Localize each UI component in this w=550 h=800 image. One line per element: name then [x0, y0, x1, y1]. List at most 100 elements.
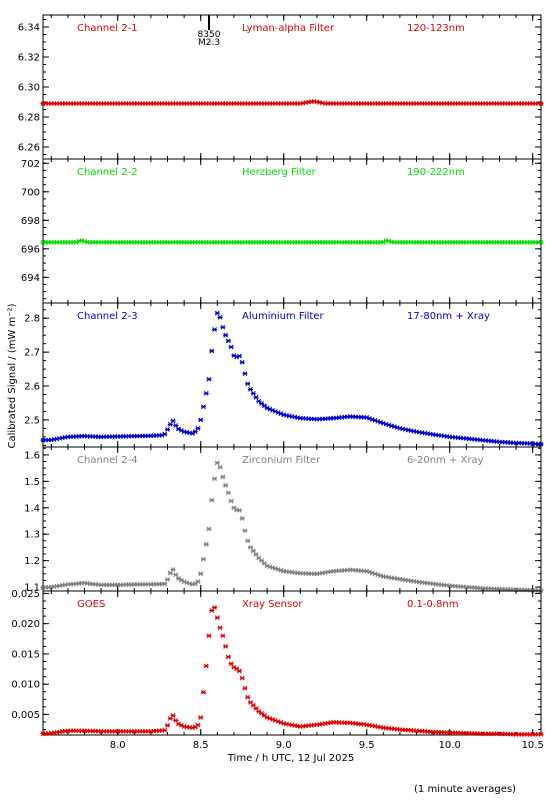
y-axis-label: Calibrated Signal / (mW m⁻²): [7, 303, 18, 448]
data-point: [203, 663, 209, 669]
data-point: [170, 713, 176, 718]
data-point: [242, 528, 248, 534]
data-point: [198, 715, 204, 720]
data-point: [165, 722, 170, 728]
y-tick-label: 698: [21, 216, 40, 227]
data-point: [173, 572, 179, 578]
y-tick-label: 6.28: [18, 113, 40, 124]
filter-label: Aluminium Filter: [242, 311, 325, 322]
data-point: [214, 310, 220, 316]
band-label: 6-20nm + Xray: [407, 455, 484, 466]
data-point: [206, 376, 212, 382]
data-point: [242, 371, 248, 376]
data-point: [236, 668, 242, 674]
data-point: [200, 689, 206, 695]
data-point: [220, 324, 226, 330]
data-point: [225, 338, 231, 344]
data-point: [167, 422, 173, 427]
data-point: [206, 633, 212, 639]
y-tick-label: 1.4: [24, 503, 40, 514]
y-tick-label: 1.1: [24, 583, 40, 594]
y-tick-label: 0.005: [11, 710, 40, 721]
panel-3: 2.5 2.6 2.7 2.8 Channel 2-3 Aluminium Filter 1…: [24, 302, 544, 448]
y-tick-label: 1.5: [24, 477, 40, 488]
x-tick-label: 9.5: [359, 740, 375, 751]
data-point: [253, 394, 259, 400]
y-tick-label: 702: [21, 159, 40, 170]
y-tick-label: 0.025: [11, 589, 40, 600]
data-point: [217, 315, 223, 320]
channel-label: Channel 2-3: [77, 311, 138, 322]
data-point: [245, 538, 251, 544]
footnote: (1 minute averages): [414, 784, 516, 795]
panel-5: 0.005 0.010 0.015 0.020 0.025 GOES Xray Sensor…: [11, 589, 544, 737]
data-point: [209, 497, 215, 503]
data-point: [170, 567, 176, 572]
panel-4: 1.1 1.2 1.3 1.4 1.5 1.6 Channel 2-4 Zirconium F…: [24, 446, 544, 594]
data-point: [236, 508, 242, 513]
data-point: [239, 515, 245, 521]
y-tick-label: 6.26: [18, 143, 40, 154]
x-tick-label: 10.0: [439, 740, 461, 751]
data-point: [162, 727, 168, 733]
y-tick-label: 2.7: [24, 348, 40, 359]
data-point: [170, 418, 176, 424]
band-label: 120-123nm: [407, 23, 465, 34]
filter-label: Herzberg Filter: [242, 167, 317, 178]
data-point: [200, 556, 206, 562]
y-tick-label: 696: [21, 244, 40, 255]
data-point: [228, 661, 234, 667]
flare-marker-class: M2.3: [198, 38, 220, 48]
filter-label: Lyman-alpha Filter: [242, 23, 335, 34]
flare-marker-id: 8350: [198, 30, 221, 40]
data-point: [214, 615, 220, 621]
data-point: [162, 431, 168, 437]
filter-label: Zirconium Filter: [242, 455, 321, 466]
data-point: [209, 348, 215, 354]
data-series: [40, 310, 544, 447]
data-series: [40, 98, 544, 106]
y-tick-label: 1.2: [24, 556, 40, 567]
data-point: [223, 643, 229, 649]
data-point: [228, 498, 234, 504]
band-label: 17-80nm + Xray: [407, 311, 490, 322]
data-point: [198, 571, 204, 577]
data-point: [245, 381, 251, 387]
y-tick-label: 1.3: [24, 530, 40, 541]
data-point: [165, 427, 170, 432]
panel-frame: [42, 446, 542, 592]
data-point: [200, 404, 206, 410]
data-point: [220, 474, 226, 480]
data-series: [40, 605, 544, 737]
y-tick-label: 6.34: [18, 23, 40, 34]
data-point: [242, 685, 248, 691]
y-tick-label: 2.6: [24, 382, 40, 393]
channel-label: Channel 2-2: [77, 167, 138, 178]
flare-marker: 8350 M2.3: [198, 15, 221, 48]
data-point: [206, 526, 212, 532]
x-tick-label: 9.0: [276, 740, 292, 751]
data-point: [173, 718, 179, 723]
data-point: [223, 482, 229, 488]
data-point: [250, 390, 256, 396]
data-point: [538, 101, 544, 106]
data-point: [250, 548, 256, 554]
y-tick-label: 694: [21, 273, 40, 284]
data-series: [40, 460, 544, 593]
data-point: [212, 327, 218, 332]
data-point: [538, 240, 544, 245]
data-point: [236, 353, 242, 359]
data-point: [173, 423, 179, 428]
y-tick-label: 0.015: [11, 649, 40, 660]
y-tick-label: 700: [21, 187, 40, 198]
data-point: [248, 387, 253, 392]
channel-label: GOES: [77, 599, 105, 610]
y-tick-label: 0.010: [11, 680, 40, 691]
filter-label: Xray Sensor: [242, 599, 303, 610]
y-tick-label: 6.32: [18, 53, 40, 64]
data-point: [223, 332, 229, 338]
y-tick-label: 6.30: [18, 83, 40, 94]
y-tick-label: 0.020: [11, 619, 40, 630]
y-tick-label: 1.6: [24, 450, 40, 461]
